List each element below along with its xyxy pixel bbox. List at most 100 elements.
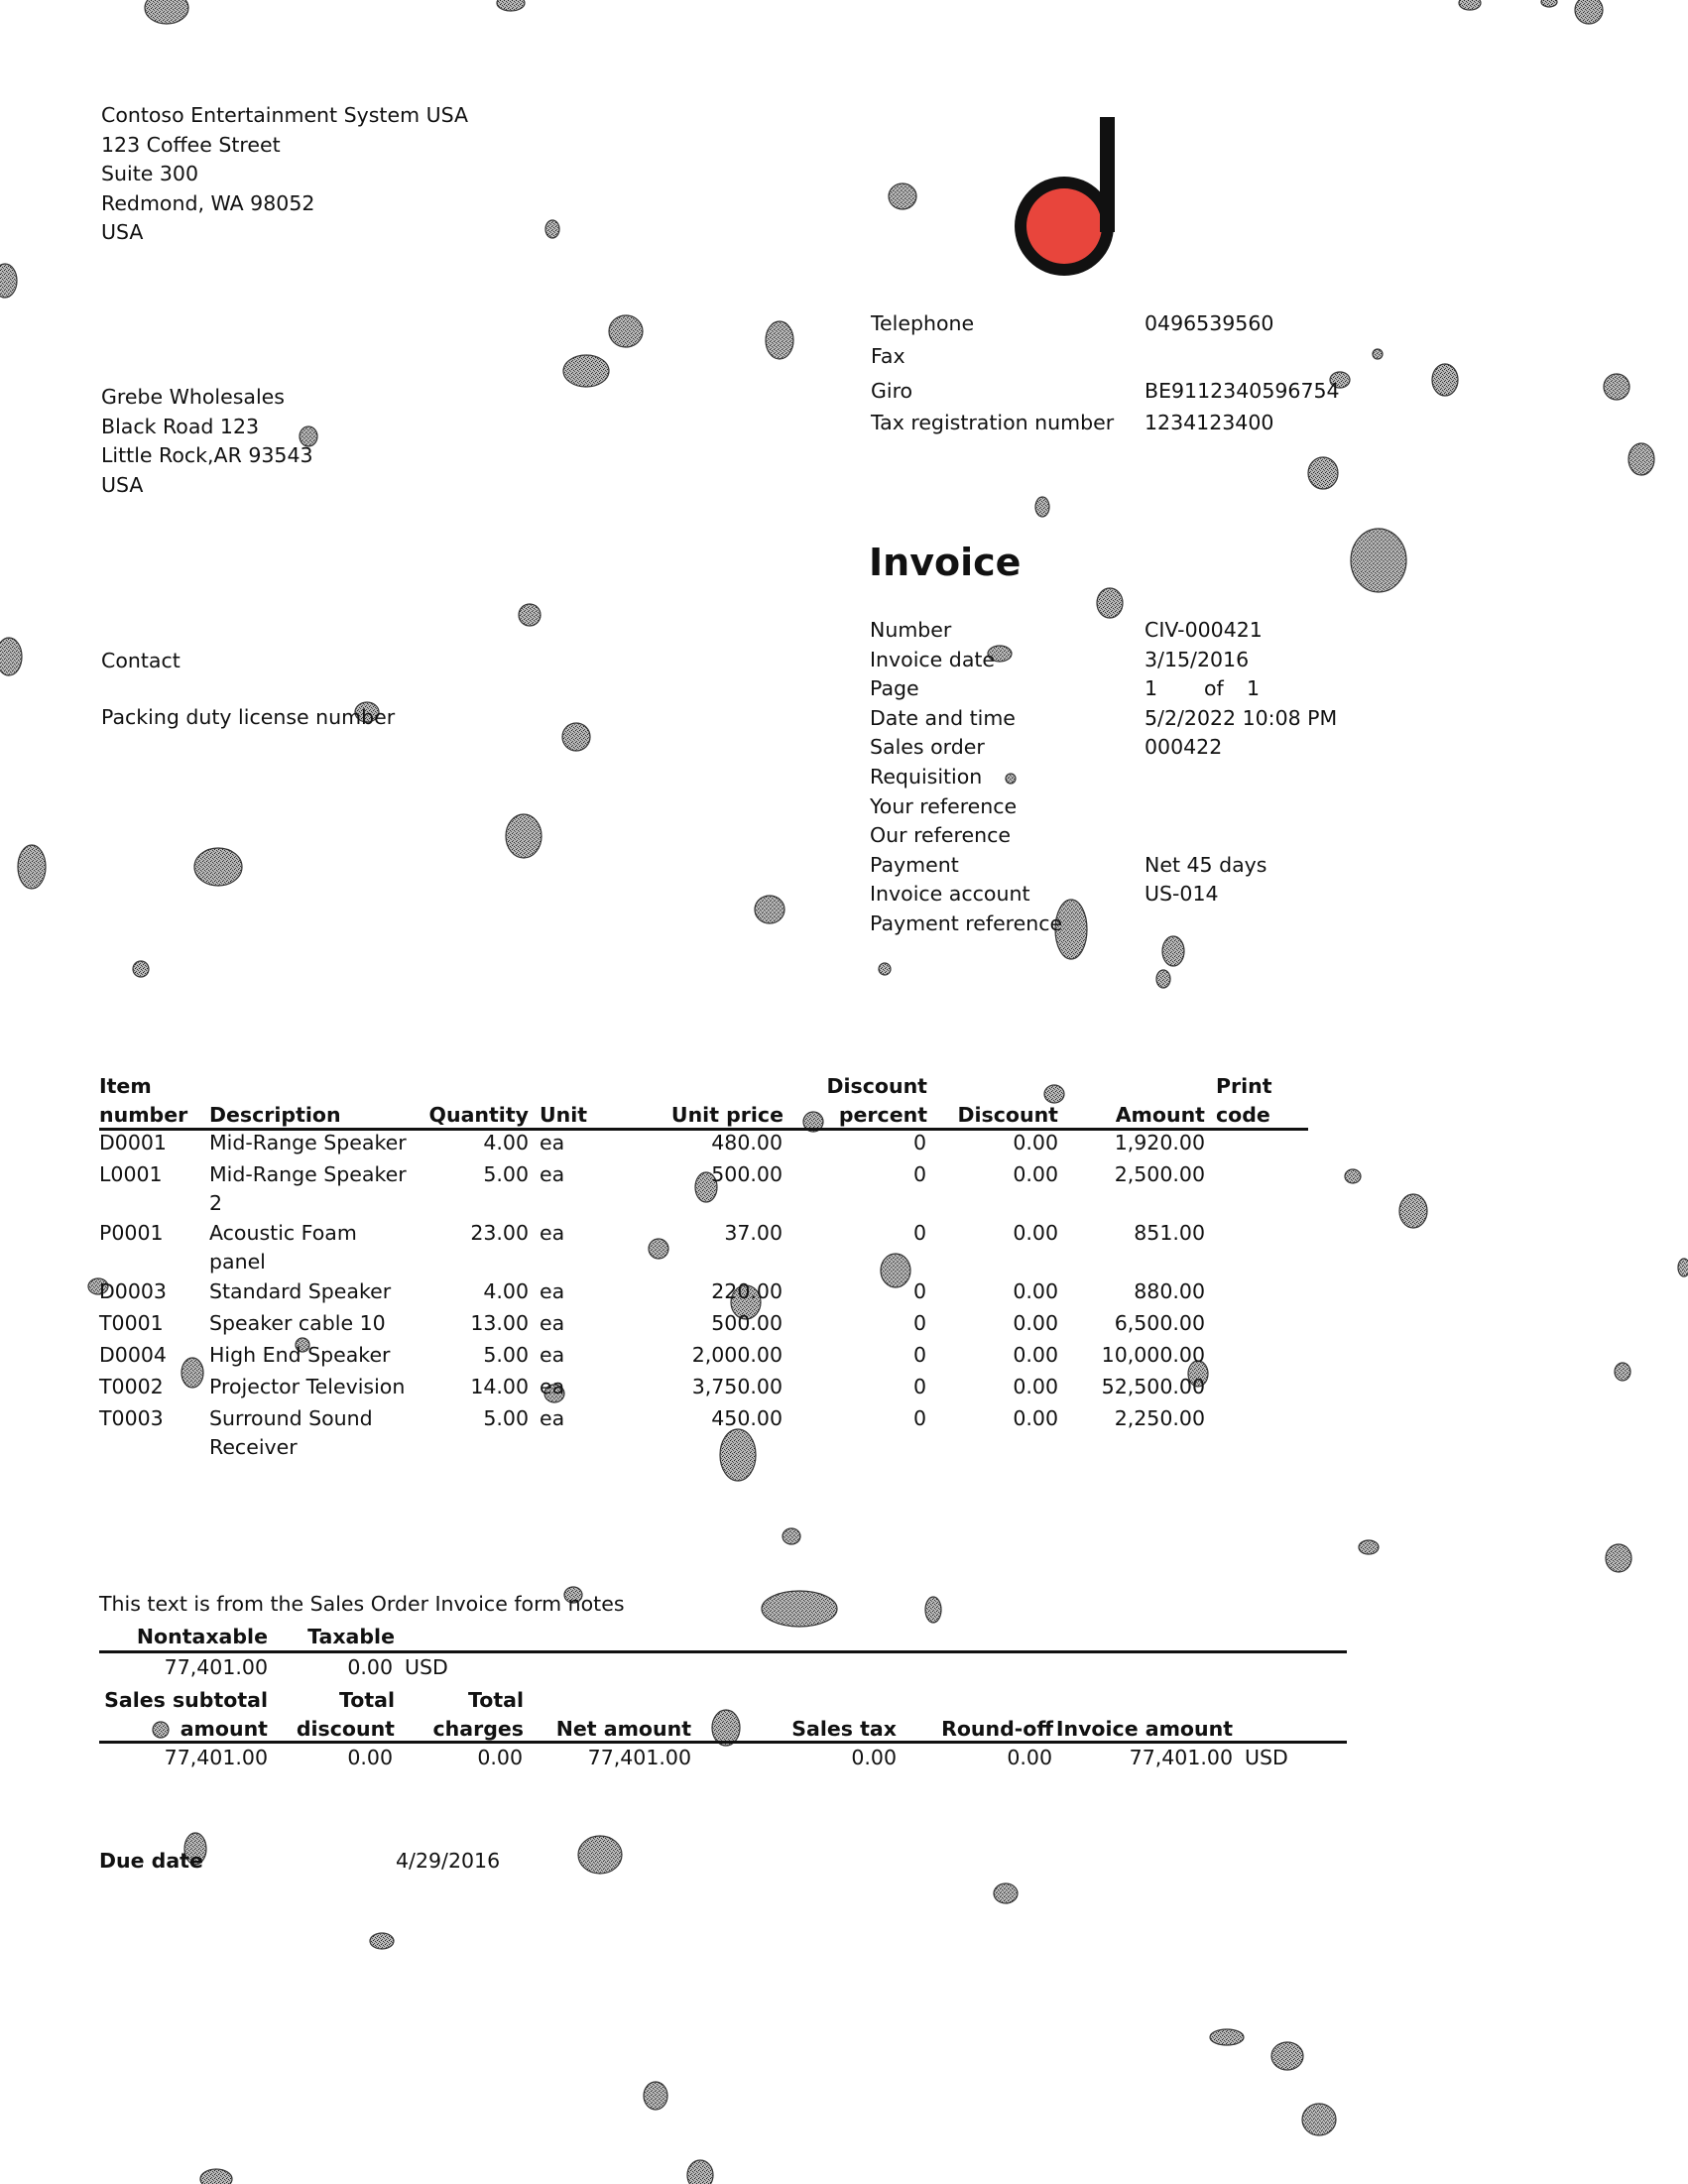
- row-amount: 52,500.00: [1101, 1375, 1205, 1398]
- col-header-item-l2: number: [99, 1103, 188, 1127]
- row-unit-price: 3,750.00: [691, 1375, 783, 1398]
- totals-header-charges-l1: Total: [467, 1688, 524, 1712]
- row-unit: ea: [540, 1221, 565, 1245]
- row-discount: 0.00: [1013, 1162, 1058, 1186]
- table-row: D0004 High End Speaker 5.00 ea 2,000.00 …: [99, 1343, 1309, 1375]
- row-unit: ea: [540, 1131, 565, 1154]
- sales-order-label: Sales order: [870, 735, 985, 760]
- row-discount: 0.00: [1013, 1375, 1058, 1398]
- col-header-amount: Amount: [1115, 1103, 1205, 1127]
- table-row: L0001 Mid-Range Speaker 2 5.00 ea 500.00…: [99, 1162, 1309, 1221]
- table-row: P0001 Acoustic Foam panel 23.00 ea 37.00…: [99, 1221, 1309, 1279]
- payment-value: Net 45 days: [1145, 852, 1267, 877]
- row-unit: ea: [540, 1162, 565, 1186]
- telephone-label: Telephone: [871, 311, 975, 335]
- totals-header-charges: Total charges: [417, 1686, 524, 1744]
- company-name: Contoso Entertainment System USA: [101, 103, 468, 127]
- page-of: of: [1204, 676, 1224, 701]
- row-amount: 851.00: [1134, 1221, 1205, 1245]
- row-unit-price: 480.00: [711, 1131, 783, 1154]
- col-header-print-code: Print code: [1216, 1072, 1272, 1130]
- totals-subtotal-value: 77,401.00: [164, 1746, 268, 1769]
- telephone-value: 0496539560: [1145, 311, 1274, 335]
- totals-discount-value: 0.00: [347, 1746, 393, 1769]
- row-amount: 1,920.00: [1114, 1131, 1205, 1154]
- col-header-discount: Discount: [957, 1103, 1058, 1127]
- row-description-cont: Receiver: [209, 1435, 298, 1459]
- date-time-label: Date and time: [870, 705, 1016, 730]
- payment-row: Payment Net 45 days: [870, 851, 1386, 881]
- row-description: Acoustic Foam: [209, 1221, 357, 1245]
- customer-name: Grebe Wholesales: [101, 385, 285, 409]
- totals-currency: USD: [1245, 1746, 1288, 1769]
- row-description: Mid-Range Speaker: [209, 1131, 407, 1154]
- col-header-discount-percent: Discount percent: [793, 1072, 927, 1130]
- table-row: T0003 Surround Sound Receiver 5.00 ea 45…: [99, 1406, 1309, 1465]
- totals-header-discount: Total discount: [288, 1686, 395, 1744]
- page-label: Page: [870, 676, 919, 701]
- totals-roundoff-value: 0.00: [1007, 1746, 1052, 1769]
- row-item-number: D0001: [99, 1131, 167, 1154]
- col-header-discount-percent-l2: percent: [838, 1103, 927, 1127]
- col-header-unit: Unit: [540, 1103, 588, 1127]
- taxable-header: Taxable: [307, 1625, 395, 1648]
- page-total: 1: [1247, 676, 1261, 701]
- invoice-number-label: Number: [870, 618, 952, 642]
- row-unit: ea: [540, 1279, 565, 1303]
- giro-label: Giro: [871, 378, 913, 403]
- totals-net-value: 77,401.00: [587, 1746, 691, 1769]
- row-discount: 0.00: [1013, 1221, 1058, 1245]
- table-row: D0003 Standard Speaker 4.00 ea 220.00 0 …: [99, 1279, 1309, 1311]
- nontaxable-value: 77,401.00: [164, 1655, 268, 1679]
- row-description: High End Speaker: [209, 1343, 391, 1367]
- invoice-info: Number CIV-000421 Invoice date 3/15/2016…: [870, 616, 1386, 939]
- row-description: Surround Sound: [209, 1406, 373, 1430]
- company-city: Redmond, WA 98052: [101, 190, 315, 215]
- col-header-item-l1: Item: [99, 1074, 152, 1098]
- telephone-row: Telephone 0496539560: [871, 309, 1387, 339]
- tax-summary-currency: USD: [405, 1655, 448, 1679]
- row-unit: ea: [540, 1311, 565, 1335]
- invoice-date-row: Invoice date 3/15/2016: [870, 646, 1386, 675]
- company-country: USA: [101, 220, 144, 244]
- row-discount: 0.00: [1013, 1406, 1058, 1430]
- page-current: 1: [1145, 676, 1158, 701]
- tax-summary-rule: [99, 1650, 1347, 1653]
- col-header-unit-price: Unit price: [670, 1103, 784, 1127]
- giro-value: BE9112340596754: [1145, 378, 1340, 403]
- invoice-date-label: Invoice date: [870, 647, 996, 671]
- due-date-label: Due date: [99, 1849, 203, 1873]
- lines-table-body: D0001 Mid-Range Speaker 4.00 ea 480.00 0…: [99, 1131, 1309, 1465]
- row-discount-percent: 0: [912, 1343, 926, 1367]
- packing-license-label: Packing duty license number: [101, 705, 396, 729]
- row-description-cont: panel: [209, 1250, 266, 1274]
- totals-header-charges-l2: charges: [432, 1717, 524, 1741]
- row-description: Speaker cable 10: [209, 1311, 386, 1335]
- row-item-number: D0004: [99, 1343, 167, 1367]
- customer-address: Grebe Wholesales Black Road 123 Little R…: [101, 383, 313, 500]
- row-unit-price: 500.00: [711, 1311, 783, 1335]
- requisition-row: Requisition: [870, 763, 1386, 792]
- our-reference-label: Our reference: [870, 823, 1011, 848]
- row-quantity: 5.00: [483, 1162, 529, 1186]
- row-unit-price: 2,000.00: [691, 1343, 783, 1367]
- payment-label: Payment: [870, 852, 959, 877]
- invoice-notes: This text is from the Sales Order Invoic…: [99, 1592, 625, 1616]
- row-amount: 2,500.00: [1114, 1162, 1205, 1186]
- company-suite: Suite 300: [101, 162, 198, 185]
- row-quantity: 23.00: [470, 1221, 529, 1245]
- company-street: 123 Coffee Street: [101, 132, 281, 157]
- row-discount-percent: 0: [912, 1375, 926, 1398]
- row-discount: 0.00: [1013, 1311, 1058, 1335]
- taxable-value: 0.00: [347, 1655, 393, 1679]
- row-item-number: D0003: [99, 1279, 167, 1303]
- invoice-number-value: CIV-000421: [1145, 618, 1263, 642]
- invoice-date-value: 3/15/2016: [1145, 647, 1250, 671]
- totals-header-net: Net amount: [555, 1717, 691, 1741]
- nontaxable-header: Nontaxable: [136, 1625, 268, 1648]
- company-address: Contoso Entertainment System USA 123 Cof…: [101, 101, 468, 248]
- row-discount-percent: 0: [912, 1162, 926, 1186]
- date-time-row: Date and time 5/2/2022 10:08 PM: [870, 704, 1386, 734]
- row-description: Standard Speaker: [209, 1279, 392, 1303]
- company-info: Telephone 0496539560 Fax Giro BE91123405…: [871, 309, 1387, 437]
